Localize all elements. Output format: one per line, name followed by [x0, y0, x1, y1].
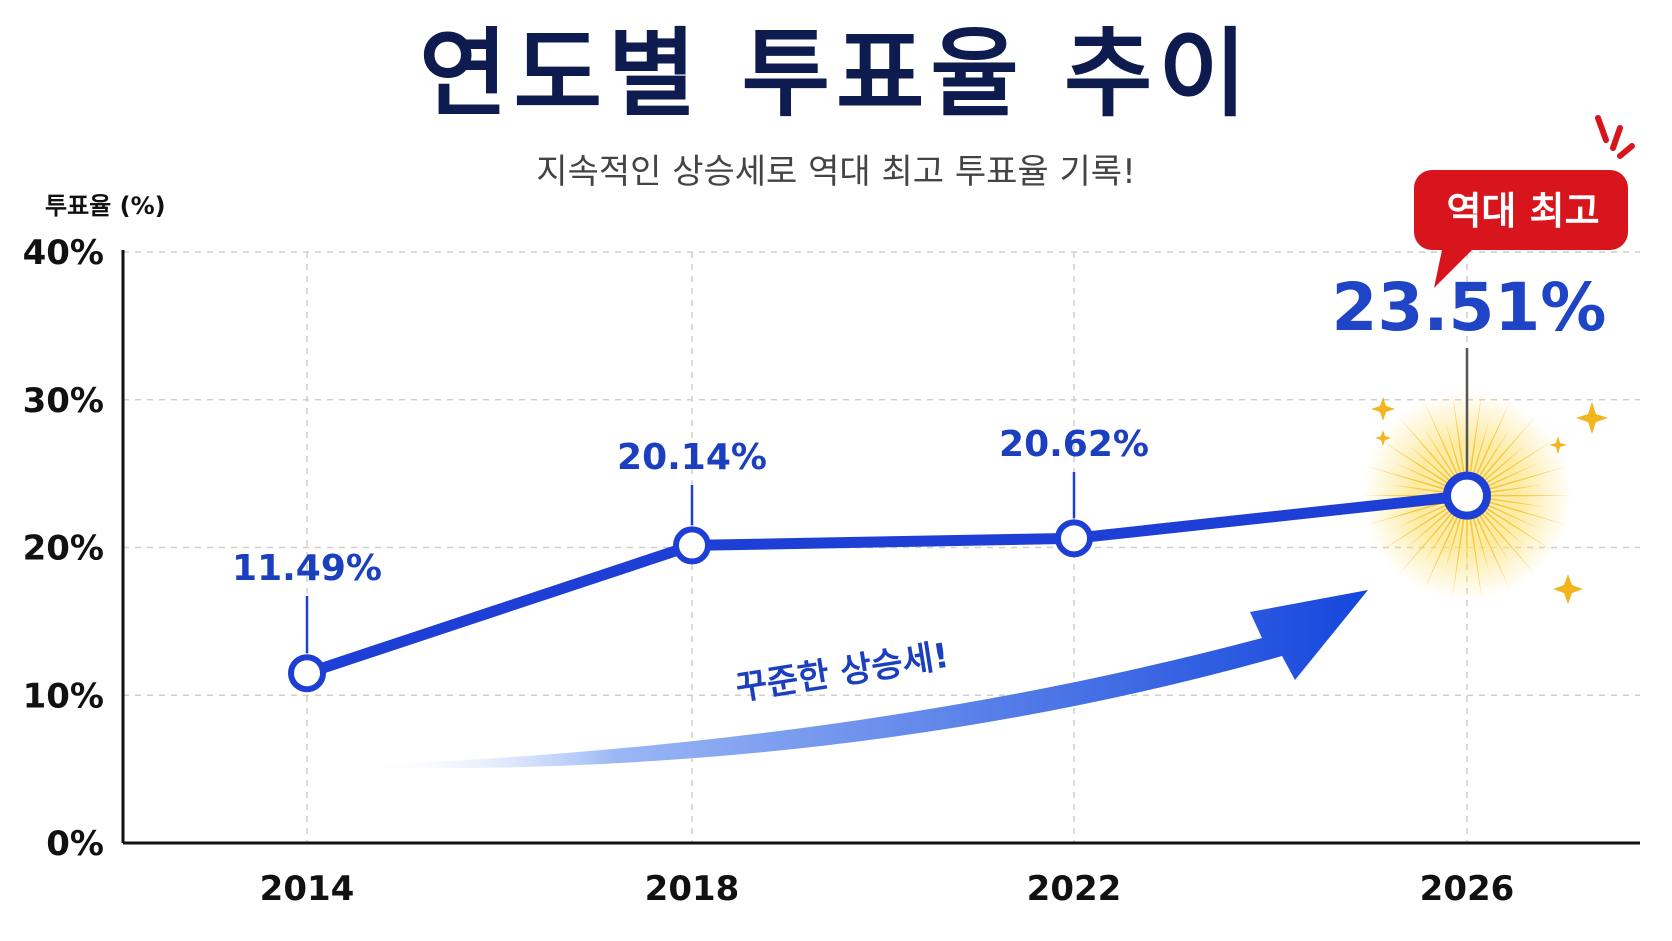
x-tick-label: 2026 — [1420, 869, 1515, 909]
emphasis-marks — [1595, 115, 1635, 159]
y-tick-label: 20% — [23, 529, 104, 569]
y-tick-label: 30% — [23, 381, 104, 421]
x-tick-label: 2022 — [1027, 869, 1122, 909]
burst-ray — [1485, 466, 1568, 491]
burst-ray — [1423, 513, 1460, 592]
burst-ray — [1396, 463, 1450, 489]
burst-ray — [1483, 438, 1556, 486]
series-line — [301, 490, 1473, 679]
burst-ray — [1485, 500, 1568, 526]
burst-ray — [1474, 400, 1511, 478]
label-leaders — [305, 348, 1469, 654]
burst-ray — [1398, 510, 1455, 575]
burst-ray — [1468, 515, 1482, 600]
burst-ray — [1445, 420, 1463, 477]
burst-ray — [1471, 514, 1489, 571]
y-tick-labels: 0% 10% 20% 30% 40% — [23, 233, 104, 864]
burst-ray — [1408, 507, 1453, 547]
chart-title: 연도별 투표율 추이 — [419, 18, 1253, 130]
data-points — [288, 471, 1491, 693]
burst-ray — [1452, 515, 1466, 600]
burst-ray — [1484, 463, 1538, 489]
y-tick-label: 0% — [46, 824, 104, 864]
badge-label: 역대 최고 — [1446, 189, 1599, 233]
data-point — [673, 526, 711, 565]
burst-ray — [1424, 511, 1458, 562]
y-tick-label: 40% — [23, 233, 104, 273]
burst-ray — [1481, 507, 1526, 547]
chart-subtitle: 지속적인 상승세로 역대 최고 투표율 기록! — [536, 152, 1136, 192]
burst-ray — [1479, 510, 1536, 575]
burst-ray — [1481, 444, 1526, 484]
data-point — [1055, 519, 1093, 558]
trend-label: 꾸준한 상승세! — [733, 636, 952, 709]
burst-ray — [1398, 416, 1455, 482]
burst-ray — [1466, 515, 1468, 574]
burst-ray — [1445, 514, 1463, 571]
data-point — [288, 654, 326, 693]
burst-ray — [1423, 400, 1460, 478]
burst-ray — [1476, 430, 1510, 480]
data-label: 20.14% — [617, 437, 767, 478]
burst-ray — [1452, 391, 1466, 477]
burst-ray — [1408, 444, 1453, 484]
burst-ray — [1471, 420, 1489, 477]
burst-ray — [1378, 505, 1451, 553]
burst-ray — [1396, 503, 1450, 529]
data-labels: 11.49% 20.14% 20.62% 23.51% — [232, 269, 1606, 589]
y-axis-label: 투표율 (%) — [45, 192, 166, 220]
burst-ray — [1468, 391, 1482, 477]
burst-ray — [1484, 503, 1538, 529]
burst-ray — [1378, 438, 1451, 486]
y-tick-label: 10% — [23, 676, 104, 716]
burst-ray — [1366, 466, 1449, 491]
x-tick-label: 2018 — [645, 869, 740, 909]
burst-ray — [1474, 513, 1511, 592]
data-label: 20.62% — [999, 424, 1149, 465]
data-label: 11.49% — [232, 548, 382, 589]
burst-ray — [1483, 505, 1556, 553]
trend-arrow — [365, 590, 1368, 769]
burst-ray — [1486, 484, 1545, 494]
burst-ray — [1366, 500, 1449, 526]
burst-ray — [1389, 484, 1448, 494]
burst-ray — [1424, 430, 1458, 480]
x-tick-label: 2014 — [260, 869, 355, 909]
sparkle-icon — [1371, 397, 1608, 604]
burst-ray — [1486, 497, 1545, 507]
burst-ray — [1479, 416, 1536, 482]
data-label: 23.51% — [1332, 269, 1607, 346]
record-badge: 역대 최고 — [1414, 115, 1635, 288]
burst-ray — [1476, 511, 1510, 562]
burst-ray — [1486, 494, 1572, 497]
data-point — [1443, 471, 1491, 520]
x-tick-labels: 2014 2018 2022 2026 — [260, 869, 1515, 909]
series-polyline — [301, 490, 1473, 679]
